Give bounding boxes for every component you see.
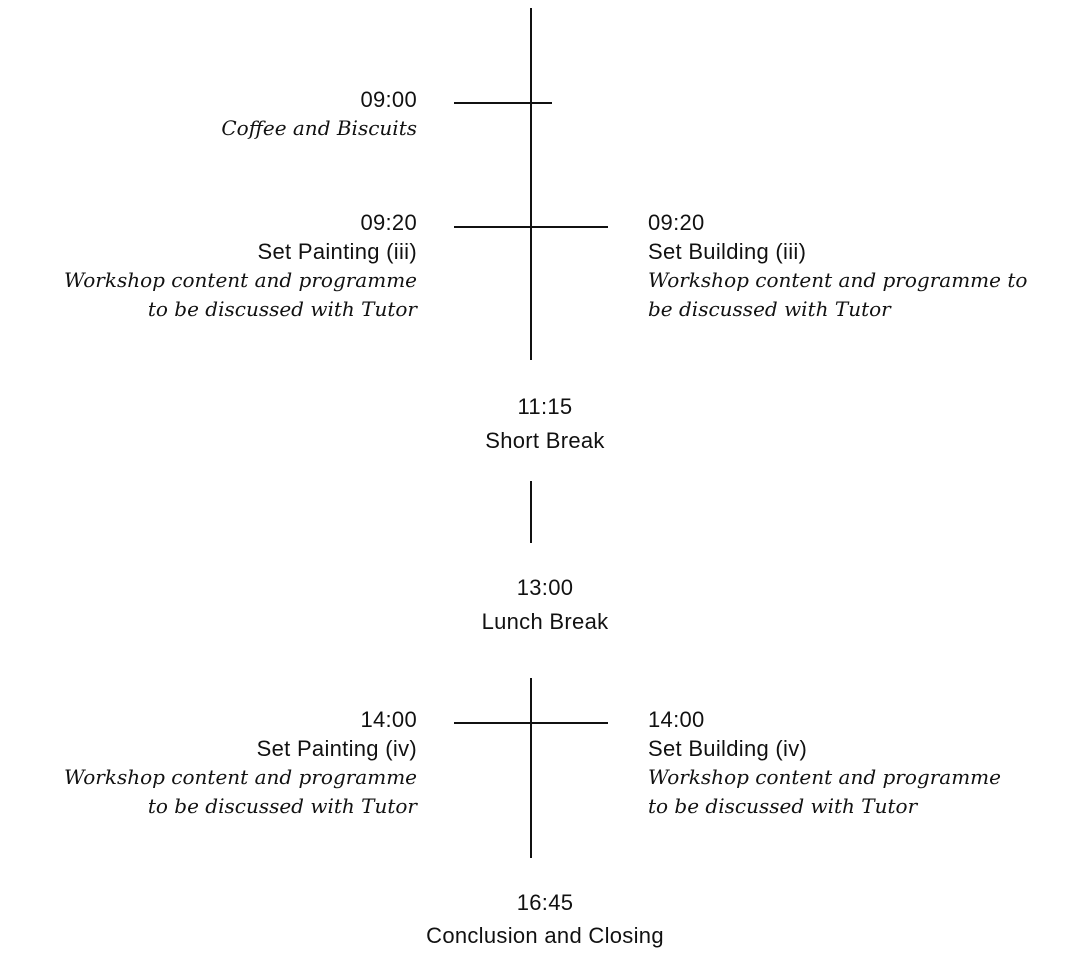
event-closing-title: Conclusion and Closing (426, 923, 664, 948)
event-time: 09:20 (648, 210, 705, 235)
event-title: Coffee and Biscuits (221, 116, 417, 140)
event-set-building-iii: 09:20 Set Building (iii) Workshop conten… (648, 208, 1027, 324)
event-set-painting-iv: 14:00 Set Painting (iv) Workshop content… (64, 705, 417, 821)
event-lunch-break-time: 13:00 (516, 575, 574, 600)
event-note-line: Workshop content and programme (648, 765, 1001, 789)
timeline-axis-top (530, 8, 532, 360)
event-title: Set Building (iii) (648, 239, 807, 264)
event-set-painting-iii: 09:20 Set Painting (iii) Workshop conten… (64, 208, 417, 324)
event-time: 14:00 (360, 707, 417, 732)
event-coffee: 09:00 Coffee and Biscuits (221, 85, 417, 143)
event-note-line: to be discussed with Tutor (147, 794, 417, 818)
event-title: Set Building (iv) (648, 736, 808, 761)
event-note-line: to be discussed with Tutor (147, 297, 417, 321)
event-time: 14:00 (648, 707, 705, 732)
event-lunch-break-title: Lunch Break (481, 609, 609, 634)
event-title: Set Painting (iv) (256, 736, 417, 761)
event-closing-time: 16:45 (516, 890, 574, 915)
event-title: Set Painting (iii) (257, 239, 417, 264)
event-time: 09:00 (360, 87, 417, 112)
event-note-line: Workshop content and programme (64, 765, 417, 789)
event-time: 09:20 (360, 210, 417, 235)
event-note-line: Workshop content and programme (64, 268, 417, 292)
event-set-building-iv: 14:00 Set Building (iv) Workshop content… (648, 705, 1001, 821)
event-short-break-time: 11:15 (517, 394, 573, 419)
event-short-break-title: Short Break (485, 428, 605, 453)
timeline-tick-coffee (454, 102, 552, 104)
timeline-tick-morning (454, 226, 608, 228)
event-note-line: be discussed with Tutor (648, 297, 891, 321)
event-note-line: Workshop content and programme to (648, 268, 1028, 292)
timeline-axis-bottom (530, 678, 532, 858)
timeline-tick-afternoon (454, 722, 608, 724)
timeline-axis-middle (530, 481, 532, 543)
event-note-line: to be discussed with Tutor (648, 794, 918, 818)
